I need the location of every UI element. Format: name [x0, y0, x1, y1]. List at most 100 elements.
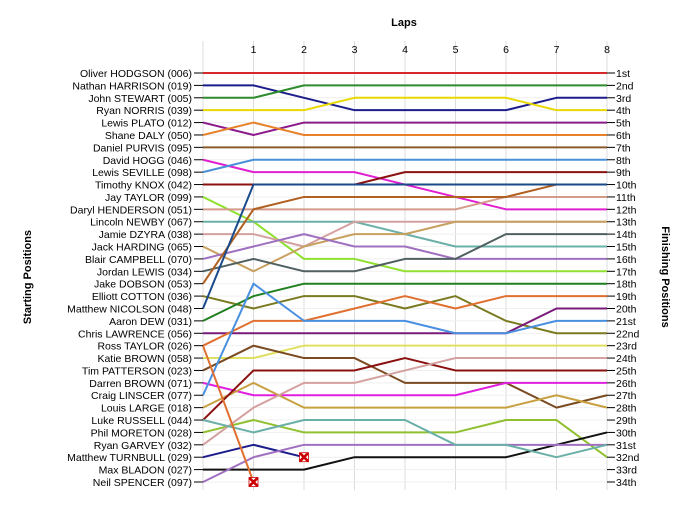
- starting-driver-label: Jack HARDING (065): [92, 242, 192, 254]
- starting-driver-label: Katie BROWN (058): [97, 353, 192, 365]
- series-line: [203, 195, 607, 211]
- series-line: [202, 381, 607, 397]
- starting-driver-label: Lewis PLATO (012): [101, 118, 192, 130]
- x-tick-label: 4: [402, 44, 408, 56]
- starting-driver-label: Aaron DEW (031): [109, 316, 192, 328]
- finishing-position-label: 21st: [616, 316, 636, 328]
- retirement-marker: [248, 477, 259, 487]
- series-lines: [202, 72, 608, 483]
- starting-driver-label: Daryl HENDERSON (051): [70, 204, 192, 216]
- finishing-position-label: 20th: [616, 303, 637, 315]
- y-axis-left-title: Starting Positions: [22, 230, 34, 324]
- series-line: [202, 357, 607, 421]
- x-tick-label: 7: [554, 44, 560, 56]
- series-line: [203, 431, 608, 471]
- finishing-position-label: 24th: [616, 353, 637, 365]
- series-line: [202, 183, 607, 309]
- finishing-position-label: 16th: [616, 254, 637, 266]
- finishing-position-label: 22nd: [616, 328, 640, 340]
- starting-driver-label: Timothy KNOX (042): [95, 180, 192, 192]
- starting-driver-label: Lincoln NEWBY (067): [90, 217, 192, 229]
- series-line: [202, 233, 607, 273]
- series-line: [202, 295, 607, 335]
- starting-driver-label: Louis LARGE (018): [101, 403, 192, 415]
- series-line: [202, 282, 607, 322]
- x-tick-label: 1: [251, 44, 257, 56]
- finishing-position-label: 18th: [616, 279, 637, 291]
- y-axis-right-title: Finishing Positions: [659, 226, 671, 327]
- finishing-position-label: 3rd: [616, 93, 631, 105]
- starting-driver-label: Blair CAMPBELL (070): [85, 254, 192, 266]
- finishing-position-label: 33rd: [616, 465, 637, 477]
- finishing-position-label: 34th: [616, 477, 637, 489]
- starting-driver-label: John STEWART (005): [88, 93, 192, 105]
- series-line: [203, 307, 607, 335]
- finishing-position-label: 14th: [616, 229, 637, 241]
- finishing-position-label: 9th: [616, 167, 631, 179]
- retirement-marker: [299, 452, 309, 463]
- starting-driver-label: Daniel PURVIS (095): [93, 142, 192, 154]
- starting-driver-label: Matthew TURNBULL (029): [67, 452, 192, 464]
- x-axis-title: Laps: [391, 17, 417, 29]
- x-tick-label: 8: [604, 44, 610, 56]
- finishing-position-label: 13th: [616, 217, 637, 229]
- starting-driver-label: Luke RUSSELL (044): [91, 415, 192, 427]
- starting-driver-label: Ryan GARVEY (032): [94, 440, 192, 452]
- starting-driver-label: David HOGG (046): [103, 155, 192, 167]
- starting-driver-label: Jordan LEWIS (034): [97, 266, 192, 278]
- starting-driver-label: Chris LAWRENCE (056): [78, 328, 192, 340]
- finishing-position-label: 26th: [616, 378, 637, 390]
- starting-driver-label: Phil MORETON (028): [91, 427, 192, 439]
- starting-driver-label: Shane DALY (050): [105, 130, 192, 142]
- finishing-position-label: 8th: [616, 155, 631, 167]
- finishing-position-label: 23rd: [616, 341, 637, 353]
- series-line: [203, 84, 607, 112]
- starting-driver-label: Matthew NICOLSON (048): [67, 303, 192, 315]
- finishing-position-label: 11th: [616, 192, 636, 204]
- series-line: [203, 84, 607, 99]
- series-line: [202, 295, 607, 347]
- series-line: [202, 345, 255, 483]
- x-tick-labels: 1 2 3 4 5 6 7 8: [251, 44, 611, 56]
- finishing-position-label: 2nd: [616, 80, 634, 92]
- finishing-position-label: 31st: [616, 440, 636, 452]
- starting-driver-label: Jay TAYLOR (099): [105, 192, 192, 204]
- x-tick-label: 5: [453, 44, 459, 56]
- starting-driver-label: Lewis SEVILLE (098): [92, 167, 192, 179]
- starting-driver-label: Craig LINSCER (077): [91, 390, 192, 402]
- series-line: [202, 381, 608, 409]
- finishing-position-label: 6th: [616, 130, 631, 142]
- finishing-position-label: 27th: [616, 390, 637, 402]
- series-line: [202, 121, 607, 136]
- series-line: [203, 96, 607, 112]
- series-line: [202, 443, 607, 483]
- finishing-position-label: 29th: [616, 415, 637, 427]
- finishing-position-label: 10th: [616, 180, 637, 192]
- starting-driver-label: Jamie DZYRA (038): [99, 229, 192, 241]
- finishing-position-label: 12th: [616, 204, 637, 216]
- starting-driver-label: Neil SPENCER (097): [93, 477, 192, 489]
- series-line: [202, 233, 607, 260]
- finishing-position-label: 32nd: [616, 452, 640, 464]
- series-line: [202, 158, 607, 174]
- finishing-position-label: 4th: [616, 105, 631, 117]
- x-tick-label: 2: [301, 44, 307, 56]
- series-line: [203, 344, 607, 360]
- finishing-position-label: 5th: [616, 118, 631, 130]
- finishing-position-label: 28th: [616, 403, 637, 415]
- series-line: [202, 357, 607, 446]
- starting-driver-label: Oliver HODGSON (006): [80, 68, 192, 80]
- finishing-labels: 1st2nd3rd4th5th6th7th8th9th10th11th12th1…: [607, 68, 640, 489]
- starting-driver-label: Max BLADON (027): [99, 465, 192, 477]
- finishing-position-label: 7th: [616, 142, 631, 154]
- retirement-markers: [248, 452, 309, 487]
- starting-driver-label: Ryan NORRIS (039): [96, 105, 192, 117]
- finishing-position-label: 15th: [616, 242, 637, 254]
- finishing-position-label: 30th: [616, 427, 637, 439]
- starting-driver-label: Darren BROWN (071): [89, 378, 192, 390]
- series-line: [202, 121, 607, 136]
- starting-driver-label: Tim PATTERSON (023): [82, 365, 192, 377]
- series-line: [202, 196, 607, 273]
- finishing-position-label: 19th: [616, 291, 637, 303]
